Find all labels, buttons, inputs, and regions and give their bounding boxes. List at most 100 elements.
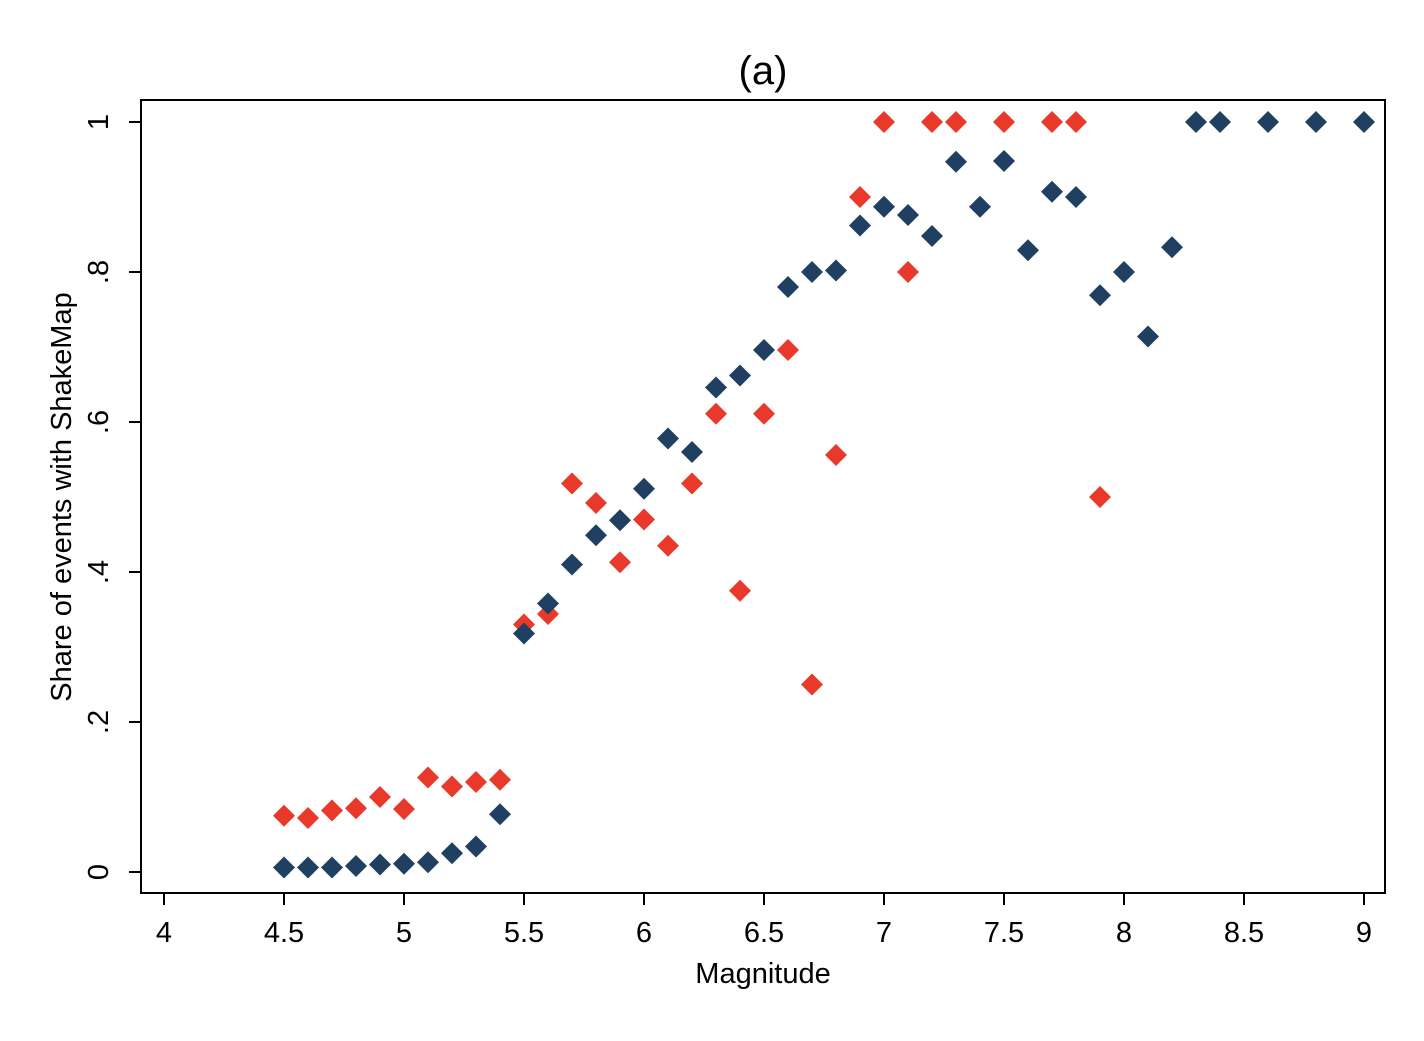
data-point — [1185, 111, 1207, 133]
data-point — [729, 364, 751, 387]
data-point — [897, 204, 919, 226]
x-tick-label: 6.5 — [744, 917, 784, 949]
data-point — [321, 856, 343, 879]
data-point — [273, 856, 295, 879]
y-tick-label: .6 — [83, 410, 115, 434]
x-tick-label: 6 — [636, 917, 652, 949]
data-point — [753, 339, 775, 361]
x-tick-label: 8.5 — [1224, 917, 1264, 949]
y-axis-title: Share of events with ShakeMap — [46, 292, 78, 701]
y-tick-label: .4 — [83, 560, 115, 584]
data-point — [297, 856, 319, 879]
data-point — [705, 376, 727, 399]
data-point — [945, 150, 967, 173]
data-point — [1161, 236, 1183, 259]
data-point — [681, 472, 703, 495]
data-point — [873, 195, 895, 218]
x-tick-label: 7.5 — [984, 917, 1024, 949]
series-1 — [273, 111, 1111, 829]
data-point — [1305, 111, 1327, 133]
data-point — [609, 509, 631, 532]
x-axis: 4 4.5 5 5.5 6 6.5 7 7.5 8 8.5 9 — [156, 893, 1372, 949]
data-point — [849, 186, 871, 208]
x-tick-label: 4 — [156, 917, 172, 949]
data-point — [729, 579, 751, 602]
data-point — [1041, 111, 1063, 133]
plot-area-frame — [140, 99, 1386, 894]
data-point — [1137, 325, 1159, 348]
data-point — [657, 427, 679, 450]
data-point — [1209, 111, 1231, 133]
chart-title: (a) — [739, 49, 788, 93]
data-point — [1113, 261, 1135, 283]
y-tick-label: 0 — [83, 864, 115, 880]
data-point — [465, 771, 487, 793]
data-point — [681, 441, 703, 463]
x-axis-title: Magnitude — [695, 958, 830, 990]
data-point — [393, 852, 415, 875]
data-point — [1017, 239, 1039, 262]
data-points — [273, 111, 1375, 879]
data-point — [777, 339, 799, 361]
data-point — [441, 775, 463, 798]
data-point — [537, 592, 559, 615]
data-point — [489, 803, 511, 826]
series-2 — [273, 111, 1375, 879]
data-point — [393, 798, 415, 820]
data-point — [897, 261, 919, 283]
y-tick-label: .8 — [83, 260, 115, 284]
x-tick-label: 9 — [1356, 917, 1372, 949]
data-point — [297, 807, 319, 829]
data-point — [801, 261, 823, 283]
data-point — [633, 508, 655, 531]
data-point — [921, 111, 943, 133]
data-point — [657, 534, 679, 557]
data-point — [1065, 111, 1087, 133]
x-tick-label: 7 — [876, 917, 892, 949]
data-point — [801, 673, 823, 696]
data-point — [921, 225, 943, 247]
data-point — [489, 768, 511, 791]
data-point — [777, 276, 799, 298]
data-point — [561, 472, 583, 495]
data-point — [609, 551, 631, 574]
y-axis: 0 .2 .4 .6 .8 1 — [83, 114, 141, 880]
data-point — [273, 804, 295, 827]
data-point — [705, 402, 727, 425]
data-point — [969, 195, 991, 218]
data-point — [321, 799, 343, 822]
data-point — [1089, 284, 1111, 307]
data-point — [633, 477, 655, 500]
data-point — [417, 766, 439, 789]
data-point — [561, 553, 583, 576]
y-tick-label: 1 — [83, 114, 115, 130]
x-tick-label: 4.5 — [264, 917, 304, 949]
data-point — [513, 622, 535, 645]
data-point — [849, 214, 871, 237]
data-point — [1257, 111, 1279, 133]
data-point — [369, 786, 391, 808]
data-point — [993, 111, 1015, 133]
data-point — [1353, 111, 1375, 133]
data-point — [345, 855, 367, 877]
y-tick-label: .2 — [83, 710, 115, 734]
data-point — [1041, 180, 1063, 203]
data-point — [417, 851, 439, 874]
x-tick-label: 8 — [1116, 917, 1132, 949]
data-point — [369, 853, 391, 876]
data-point — [585, 524, 607, 547]
data-point — [1065, 186, 1087, 208]
data-point — [825, 259, 847, 282]
data-point — [345, 797, 367, 820]
x-tick-label: 5 — [396, 917, 412, 949]
data-point — [825, 444, 847, 466]
data-point — [441, 842, 463, 865]
data-point — [873, 111, 895, 133]
x-tick-label: 5.5 — [504, 917, 544, 949]
data-point — [585, 492, 607, 514]
data-point — [993, 150, 1015, 172]
data-point — [465, 835, 487, 858]
data-point — [945, 111, 967, 133]
